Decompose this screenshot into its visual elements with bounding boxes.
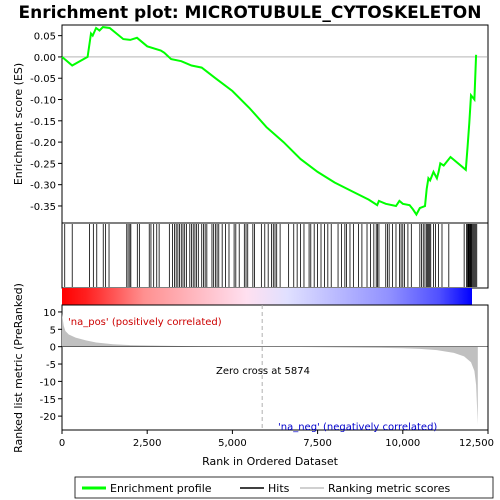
pos-label: 'na_pos' (positively correlated) <box>68 317 222 328</box>
metric-y-tick-label: -10 <box>40 377 56 388</box>
es-y-tick-label: -0.20 <box>30 138 56 149</box>
metric-panel-frame <box>61 304 489 431</box>
chart-title: Enrichment plot: MICROTUBULE_CYTOSKELETO… <box>19 3 482 23</box>
metric-y-tick-label: -20 <box>40 412 56 423</box>
x-tick-label: 12,500 <box>459 438 494 449</box>
x-tick-label: 7,500 <box>303 438 332 449</box>
legend-label-hits: Hits <box>268 482 290 495</box>
es-y-tick-label: 0.05 <box>34 32 56 43</box>
metric-y-tick-label: 10 <box>43 308 56 319</box>
es-y-tick-label: -0.35 <box>30 202 56 213</box>
metric-y-tick-label: -15 <box>40 395 56 406</box>
metric-y-axis-label: Ranked list metric (PreRanked) <box>12 283 25 453</box>
metric-y-tick-label: 5 <box>50 325 56 336</box>
x-axis-label: Rank in Ordered Dataset <box>202 455 339 468</box>
zero-cross-label: Zero cross at 5874 <box>216 366 310 377</box>
legend-label-enrichment: Enrichment profile <box>110 482 212 495</box>
es-y-tick-label: -0.25 <box>30 159 56 170</box>
x-tick-label: 10,000 <box>385 438 420 449</box>
enrichment-profile-line <box>61 26 478 217</box>
metric-y-tick-label: -5 <box>46 360 56 371</box>
es-y-tick-label: -0.05 <box>30 74 56 85</box>
x-tick-label: 2,500 <box>133 438 162 449</box>
rank-color-bar <box>62 288 472 305</box>
x-tick-label: 0 <box>59 438 65 449</box>
es-panel-frame <box>61 24 489 224</box>
es-y-tick-label: -0.30 <box>30 181 56 192</box>
es-y-axis-label: Enrichment score (ES) <box>12 63 25 185</box>
metric-y-tick-label: 0 <box>50 343 56 354</box>
neg-label: 'na_neg' (negatively correlated) <box>278 422 437 433</box>
es-y-tick-label: -0.10 <box>30 96 56 107</box>
metric-y-axis: 10 5 0 -5 -10 -15 -20 <box>40 308 62 423</box>
legend-label-metric: Ranking metric scores <box>328 482 450 495</box>
es-y-axis: 0.05 0.00 -0.05 -0.10 -0.15 -0.20 -0.25 -0.30 -0… <box>30 32 62 213</box>
es-y-tick-label: -0.15 <box>30 117 56 128</box>
es-y-tick-label: 0.00 <box>34 53 56 64</box>
hits-marks <box>64 224 478 287</box>
legend: Enrichment profile Hits Ranking metric s… <box>74 476 494 499</box>
x-axis: 0 2,500 5,000 7,500 10,000 12,500 <box>59 430 494 449</box>
legend-box <box>74 476 494 499</box>
x-tick-label: 5,000 <box>218 438 247 449</box>
